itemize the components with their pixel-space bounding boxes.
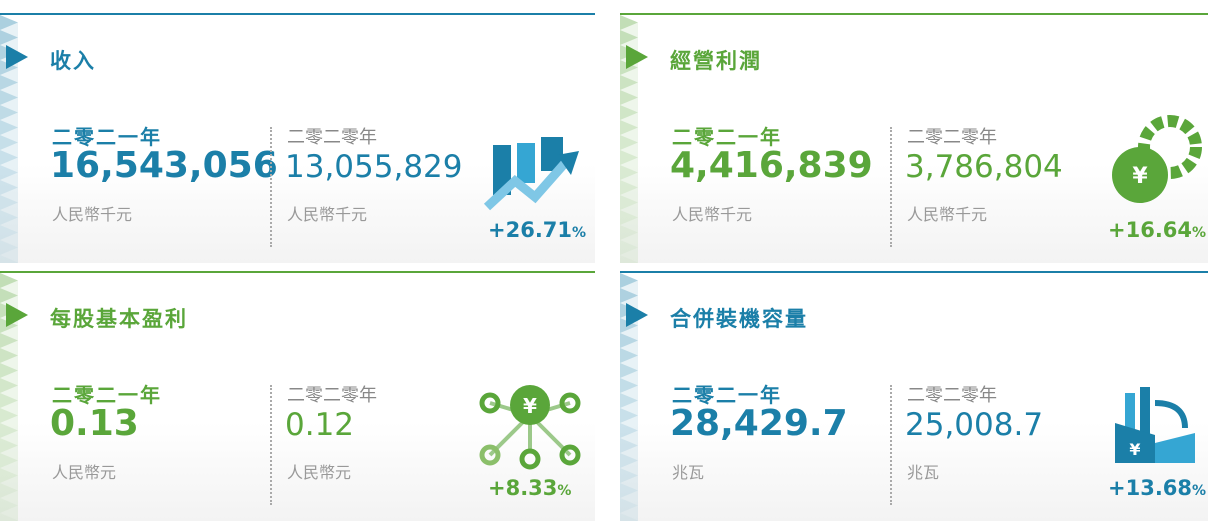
change: +13.68% xyxy=(1108,476,1206,500)
current-unit: 兆瓦 xyxy=(672,463,705,482)
icon-symbol: ¥ xyxy=(1132,164,1148,189)
current-unit: 人民幣元 xyxy=(52,463,117,482)
zigzag-strip xyxy=(620,15,648,263)
previous-value: 0.12 xyxy=(285,407,355,443)
panel-title: 每股基本盈利 xyxy=(50,307,188,331)
change-value: +8.33 xyxy=(488,476,558,500)
divider xyxy=(890,127,892,247)
previous-value: 25,008.7 xyxy=(905,407,1044,443)
panel-title: 合併裝機容量 xyxy=(670,307,808,331)
panel-title: 收入 xyxy=(50,49,96,73)
current-year: 二零二一年 xyxy=(672,383,782,407)
zigzag-strip xyxy=(0,15,28,263)
zigzag-strip xyxy=(0,273,28,521)
previous-unit: 人民幣元 xyxy=(287,463,352,482)
kpi-panel: 收入 二零二一年 16,543,056 人民幣千元 二零二零年 13,055,8… xyxy=(0,13,595,263)
current-year: 二零二一年 xyxy=(52,125,162,149)
percent-sign: % xyxy=(557,483,572,499)
panel-title: 經營利潤 xyxy=(670,49,762,73)
current-value: 4,416,839 xyxy=(670,145,873,186)
icon-symbol: ¥ xyxy=(523,394,537,418)
previous-value: 13,055,829 xyxy=(285,149,463,185)
icon xyxy=(483,137,579,211)
kpi-panel: 經營利潤 二零二一年 4,416,839 人民幣千元 二零二零年 3,786,8… xyxy=(620,13,1208,263)
change-value: +16.64 xyxy=(1108,218,1193,242)
divider xyxy=(890,385,892,505)
previous-year: 二零二零年 xyxy=(907,385,997,406)
current-value: 28,429.7 xyxy=(670,403,848,444)
change-value: +13.68 xyxy=(1108,476,1193,500)
icon: ¥ xyxy=(479,385,581,470)
current-value: 0.13 xyxy=(50,403,139,444)
icon: ¥ xyxy=(1115,387,1195,463)
current-unit: 人民幣千元 xyxy=(52,205,133,224)
divider xyxy=(270,127,272,247)
change: +26.71% xyxy=(488,218,586,242)
kpi-panel: 合併裝機容量 二零二一年 28,429.7 兆瓦 二零二零年 25,008.7 … xyxy=(620,271,1208,521)
percent-sign: % xyxy=(1192,483,1207,499)
previous-value: 3,786,804 xyxy=(905,149,1063,185)
current-value: 16,543,056 xyxy=(50,145,278,186)
kpi-panel: 每股基本盈利 二零二一年 0.13 人民幣元 二零二零年 0.12 人民幣元 ¥… xyxy=(0,271,595,521)
divider xyxy=(270,385,272,505)
icon: ¥ xyxy=(1112,115,1202,203)
change: +8.33% xyxy=(488,476,571,500)
change: +16.64% xyxy=(1108,218,1206,242)
previous-year: 二零二零年 xyxy=(287,385,377,406)
zigzag-strip xyxy=(620,273,648,521)
icon-symbol: ¥ xyxy=(1129,440,1140,459)
previous-unit: 人民幣千元 xyxy=(907,205,988,224)
percent-sign: % xyxy=(572,225,587,241)
previous-unit: 兆瓦 xyxy=(907,463,940,482)
current-year: 二零二一年 xyxy=(52,383,162,407)
previous-unit: 人民幣千元 xyxy=(287,205,368,224)
previous-year: 二零二零年 xyxy=(907,127,997,148)
current-year: 二零二一年 xyxy=(672,125,782,149)
change-value: +26.71 xyxy=(488,218,573,242)
previous-year: 二零二零年 xyxy=(287,127,377,148)
current-unit: 人民幣千元 xyxy=(672,205,753,224)
percent-sign: % xyxy=(1192,225,1207,241)
